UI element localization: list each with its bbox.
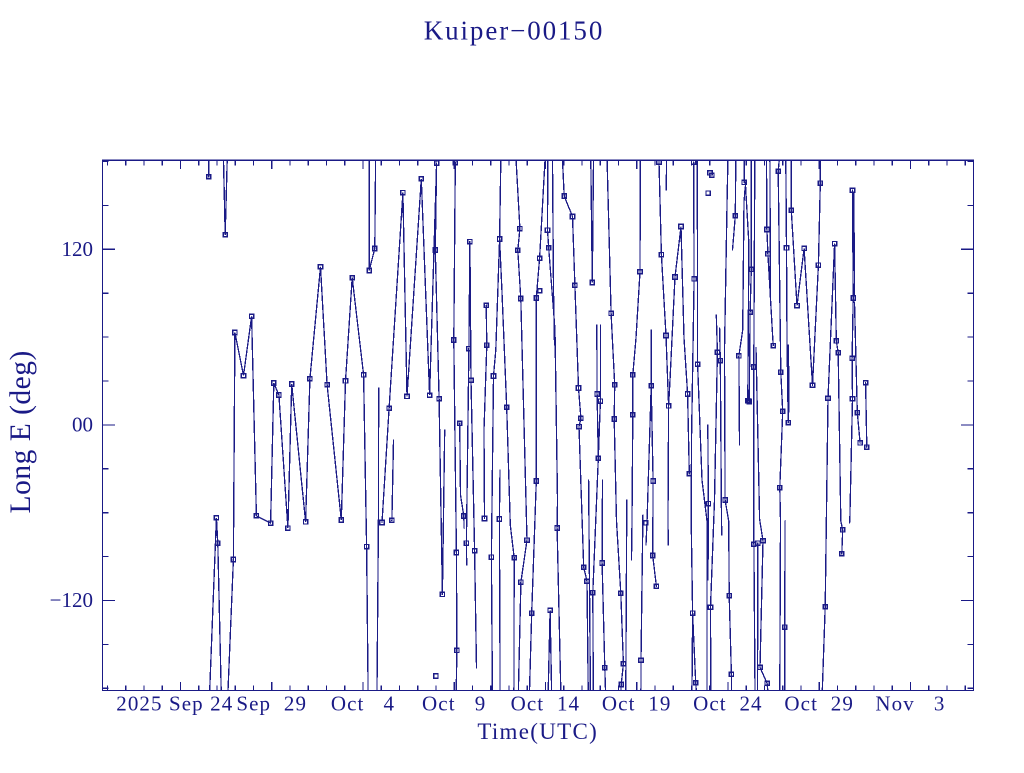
svg-text:2025 Sep 24: 2025 Sep 24 [116, 692, 233, 716]
svg-text:120: 120 [62, 237, 94, 261]
svg-text:Time(UTC): Time(UTC) [477, 719, 598, 744]
svg-text:Oct 14: Oct 14 [511, 692, 581, 716]
svg-text:Sep 29: Sep 29 [236, 692, 307, 716]
svg-text:Oct 29: Oct 29 [784, 692, 854, 716]
svg-text:Kuiper−00150: Kuiper−00150 [424, 16, 605, 46]
svg-text:Long E (deg): Long E (deg) [5, 350, 37, 513]
svg-text:Nov 3: Nov 3 [875, 692, 945, 716]
svg-text:Oct 19: Oct 19 [602, 692, 672, 716]
svg-text:Oct 4: Oct 4 [331, 692, 395, 716]
svg-text:−120: −120 [50, 588, 93, 612]
svg-text:Oct 9: Oct 9 [422, 692, 486, 716]
svg-text:Oct 24: Oct 24 [693, 692, 763, 716]
svg-text:00: 00 [72, 413, 93, 437]
